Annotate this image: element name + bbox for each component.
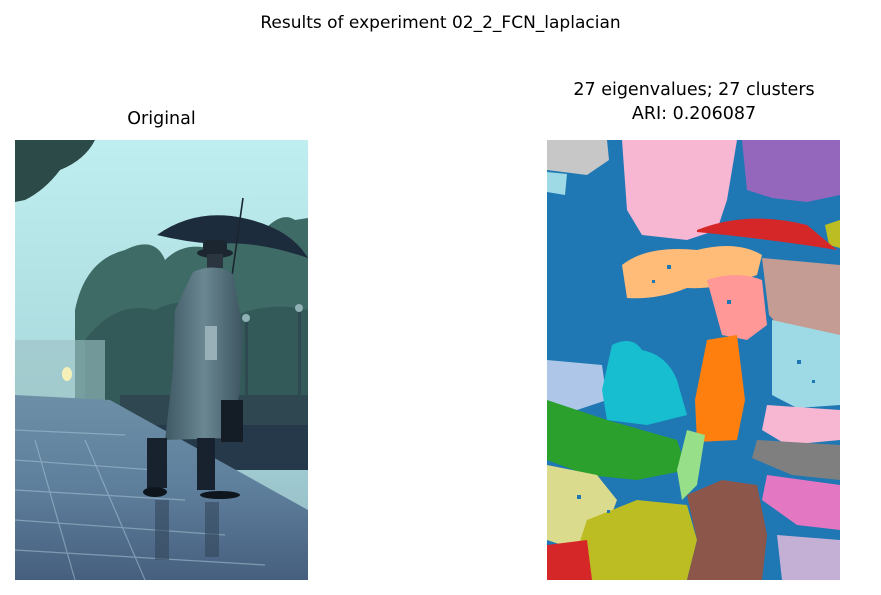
original-panel-title: Original <box>127 109 196 129</box>
segmentation-image <box>547 140 840 580</box>
segmentation-ari-label: ARI: 0.206087 <box>631 104 757 124</box>
original-image <box>15 140 308 580</box>
segmentation-panel-title: 27 eigenvalues; 27 clusters ARI: 0.20608… <box>500 78 881 126</box>
figure-suptitle: Results of experiment 02_2_FCN_laplacian <box>260 13 621 33</box>
segmentation-eigenvalues-label: 27 eigenvalues; 27 clusters <box>573 80 815 100</box>
